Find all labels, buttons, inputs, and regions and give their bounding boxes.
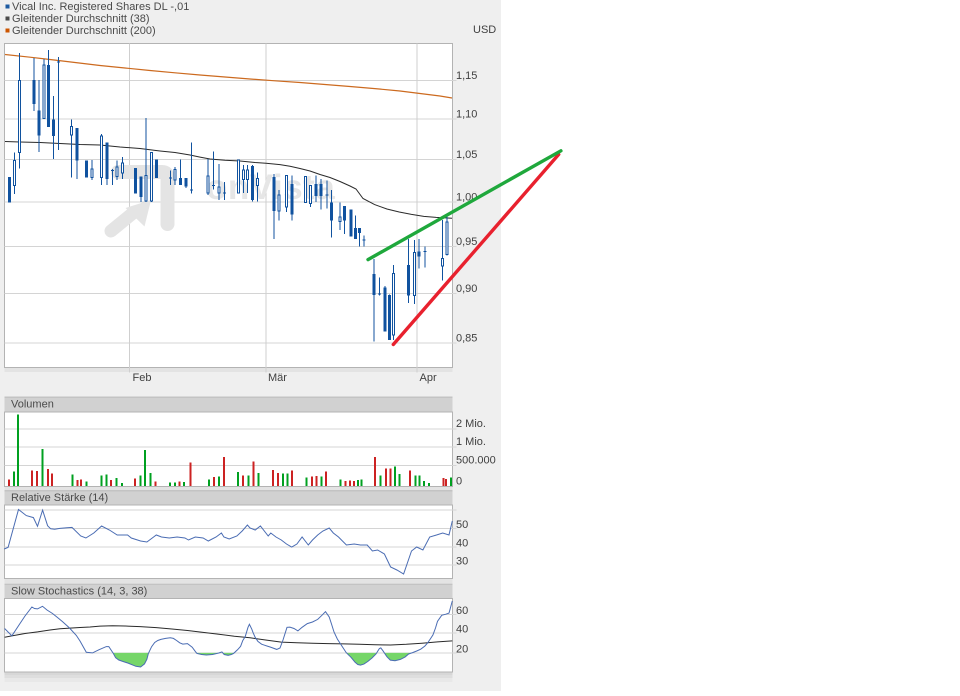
svg-text:Gleitender Durchschnitt (38): Gleitender Durchschnitt (38) — [12, 13, 150, 25]
svg-text:Slow Stochastics (14, 3, 38): Slow Stochastics (14, 3, 38) — [11, 586, 147, 598]
svg-text:30: 30 — [456, 555, 468, 567]
svg-text:Relative Stärke (14): Relative Stärke (14) — [11, 492, 108, 504]
svg-text:0: 0 — [456, 476, 462, 488]
svg-text:20: 20 — [456, 643, 468, 655]
svg-text:1,00: 1,00 — [456, 192, 477, 204]
svg-text:onVista: onVista — [206, 168, 335, 207]
svg-text:0,90: 0,90 — [456, 283, 477, 295]
svg-text:0,85: 0,85 — [456, 333, 477, 345]
svg-text:Volumen: Volumen — [11, 399, 54, 411]
svg-text:40: 40 — [456, 537, 468, 549]
svg-text:Vical Inc. Registered Shares D: Vical Inc. Registered Shares DL -,01 — [12, 1, 189, 13]
svg-text:0,95: 0,95 — [456, 236, 477, 248]
svg-text:1,15: 1,15 — [456, 70, 477, 82]
svg-text:2 Mio.: 2 Mio. — [456, 418, 486, 430]
svg-text:USD: USD — [473, 24, 496, 36]
svg-text:50: 50 — [456, 519, 468, 531]
svg-text:60: 60 — [456, 605, 468, 617]
svg-text:Gleitender Durchschnitt (200): Gleitender Durchschnitt (200) — [12, 25, 156, 37]
svg-text:Mär: Mär — [268, 372, 287, 384]
svg-text:Feb: Feb — [133, 372, 152, 384]
svg-text:1 Mio.: 1 Mio. — [456, 436, 486, 448]
svg-text:40: 40 — [456, 624, 468, 636]
svg-text:1,10: 1,10 — [456, 109, 477, 121]
svg-text:Apr: Apr — [420, 372, 437, 384]
svg-text:500.000: 500.000 — [456, 455, 496, 467]
svg-text:1,05: 1,05 — [456, 149, 477, 161]
